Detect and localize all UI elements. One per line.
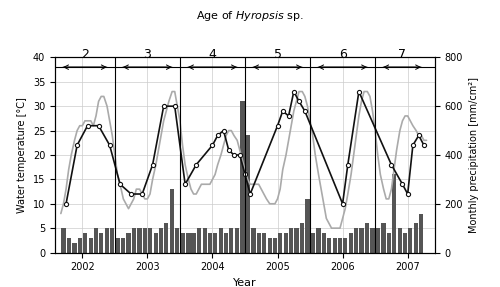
Bar	[229, 228, 234, 253]
Bar	[83, 233, 87, 253]
Bar	[88, 238, 93, 253]
Bar	[180, 233, 184, 253]
Bar	[121, 238, 126, 253]
Bar	[306, 199, 310, 253]
X-axis label: Year: Year	[233, 278, 257, 287]
Bar	[170, 189, 174, 253]
Bar	[142, 228, 147, 253]
Bar	[99, 233, 103, 253]
Bar	[186, 233, 190, 253]
Y-axis label: Water temperature [°C]: Water temperature [°C]	[17, 97, 27, 213]
Bar	[316, 228, 320, 253]
Text: 3: 3	[144, 48, 152, 61]
Bar	[408, 228, 412, 253]
Bar	[196, 228, 201, 253]
Bar	[256, 233, 261, 253]
Bar	[164, 223, 168, 253]
Bar	[273, 238, 277, 253]
Bar	[208, 233, 212, 253]
Bar	[419, 214, 424, 253]
Bar	[213, 233, 217, 253]
Bar	[219, 228, 223, 253]
Bar	[175, 228, 180, 253]
Bar	[343, 238, 347, 253]
Bar	[403, 233, 407, 253]
Bar	[252, 228, 256, 253]
Bar	[376, 228, 380, 253]
Bar	[240, 101, 244, 253]
Bar	[235, 228, 240, 253]
Text: 4: 4	[208, 48, 216, 61]
Bar	[392, 174, 396, 253]
Bar	[72, 243, 76, 253]
Bar	[116, 238, 119, 253]
Text: 7: 7	[398, 48, 406, 61]
Bar	[414, 223, 418, 253]
Bar	[154, 233, 158, 253]
Bar	[66, 238, 71, 253]
Bar	[322, 233, 326, 253]
Bar	[382, 223, 386, 253]
Bar	[105, 228, 109, 253]
Bar	[370, 228, 374, 253]
Bar	[246, 135, 250, 253]
Bar	[62, 228, 66, 253]
Bar	[300, 223, 304, 253]
Bar	[126, 233, 130, 253]
Bar	[332, 238, 337, 253]
Bar	[159, 228, 163, 253]
Bar	[289, 228, 294, 253]
Bar	[78, 238, 82, 253]
Bar	[148, 228, 152, 253]
Text: 2: 2	[81, 48, 89, 61]
Bar	[202, 228, 207, 253]
Bar	[349, 233, 353, 253]
Bar	[327, 238, 331, 253]
Bar	[284, 233, 288, 253]
Bar	[110, 228, 114, 253]
Bar	[365, 223, 370, 253]
Bar	[132, 228, 136, 253]
Text: 5: 5	[274, 48, 281, 61]
Bar	[138, 228, 141, 253]
Y-axis label: Monthly precipitation [mm/cm²]: Monthly precipitation [mm/cm²]	[469, 77, 479, 233]
Bar	[398, 228, 402, 253]
Bar	[310, 233, 315, 253]
Bar	[224, 233, 228, 253]
Bar	[338, 238, 342, 253]
Bar	[192, 233, 196, 253]
Bar	[278, 233, 282, 253]
Bar	[354, 228, 358, 253]
Text: 6: 6	[338, 48, 346, 61]
Bar	[386, 233, 391, 253]
Bar	[268, 238, 272, 253]
Bar	[360, 228, 364, 253]
Text: Age of $\it{Hyropsis}$ sp.: Age of $\it{Hyropsis}$ sp.	[196, 9, 304, 23]
Bar	[262, 233, 266, 253]
Bar	[294, 228, 298, 253]
Bar	[94, 228, 98, 253]
